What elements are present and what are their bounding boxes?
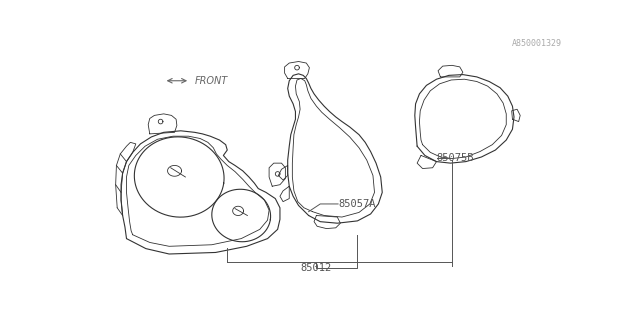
Text: FRONT: FRONT — [195, 76, 228, 86]
Text: 85012: 85012 — [301, 263, 332, 273]
Text: 85075B: 85075B — [436, 153, 474, 163]
Text: 85057A: 85057A — [338, 199, 376, 209]
Text: A850001329: A850001329 — [512, 39, 562, 48]
